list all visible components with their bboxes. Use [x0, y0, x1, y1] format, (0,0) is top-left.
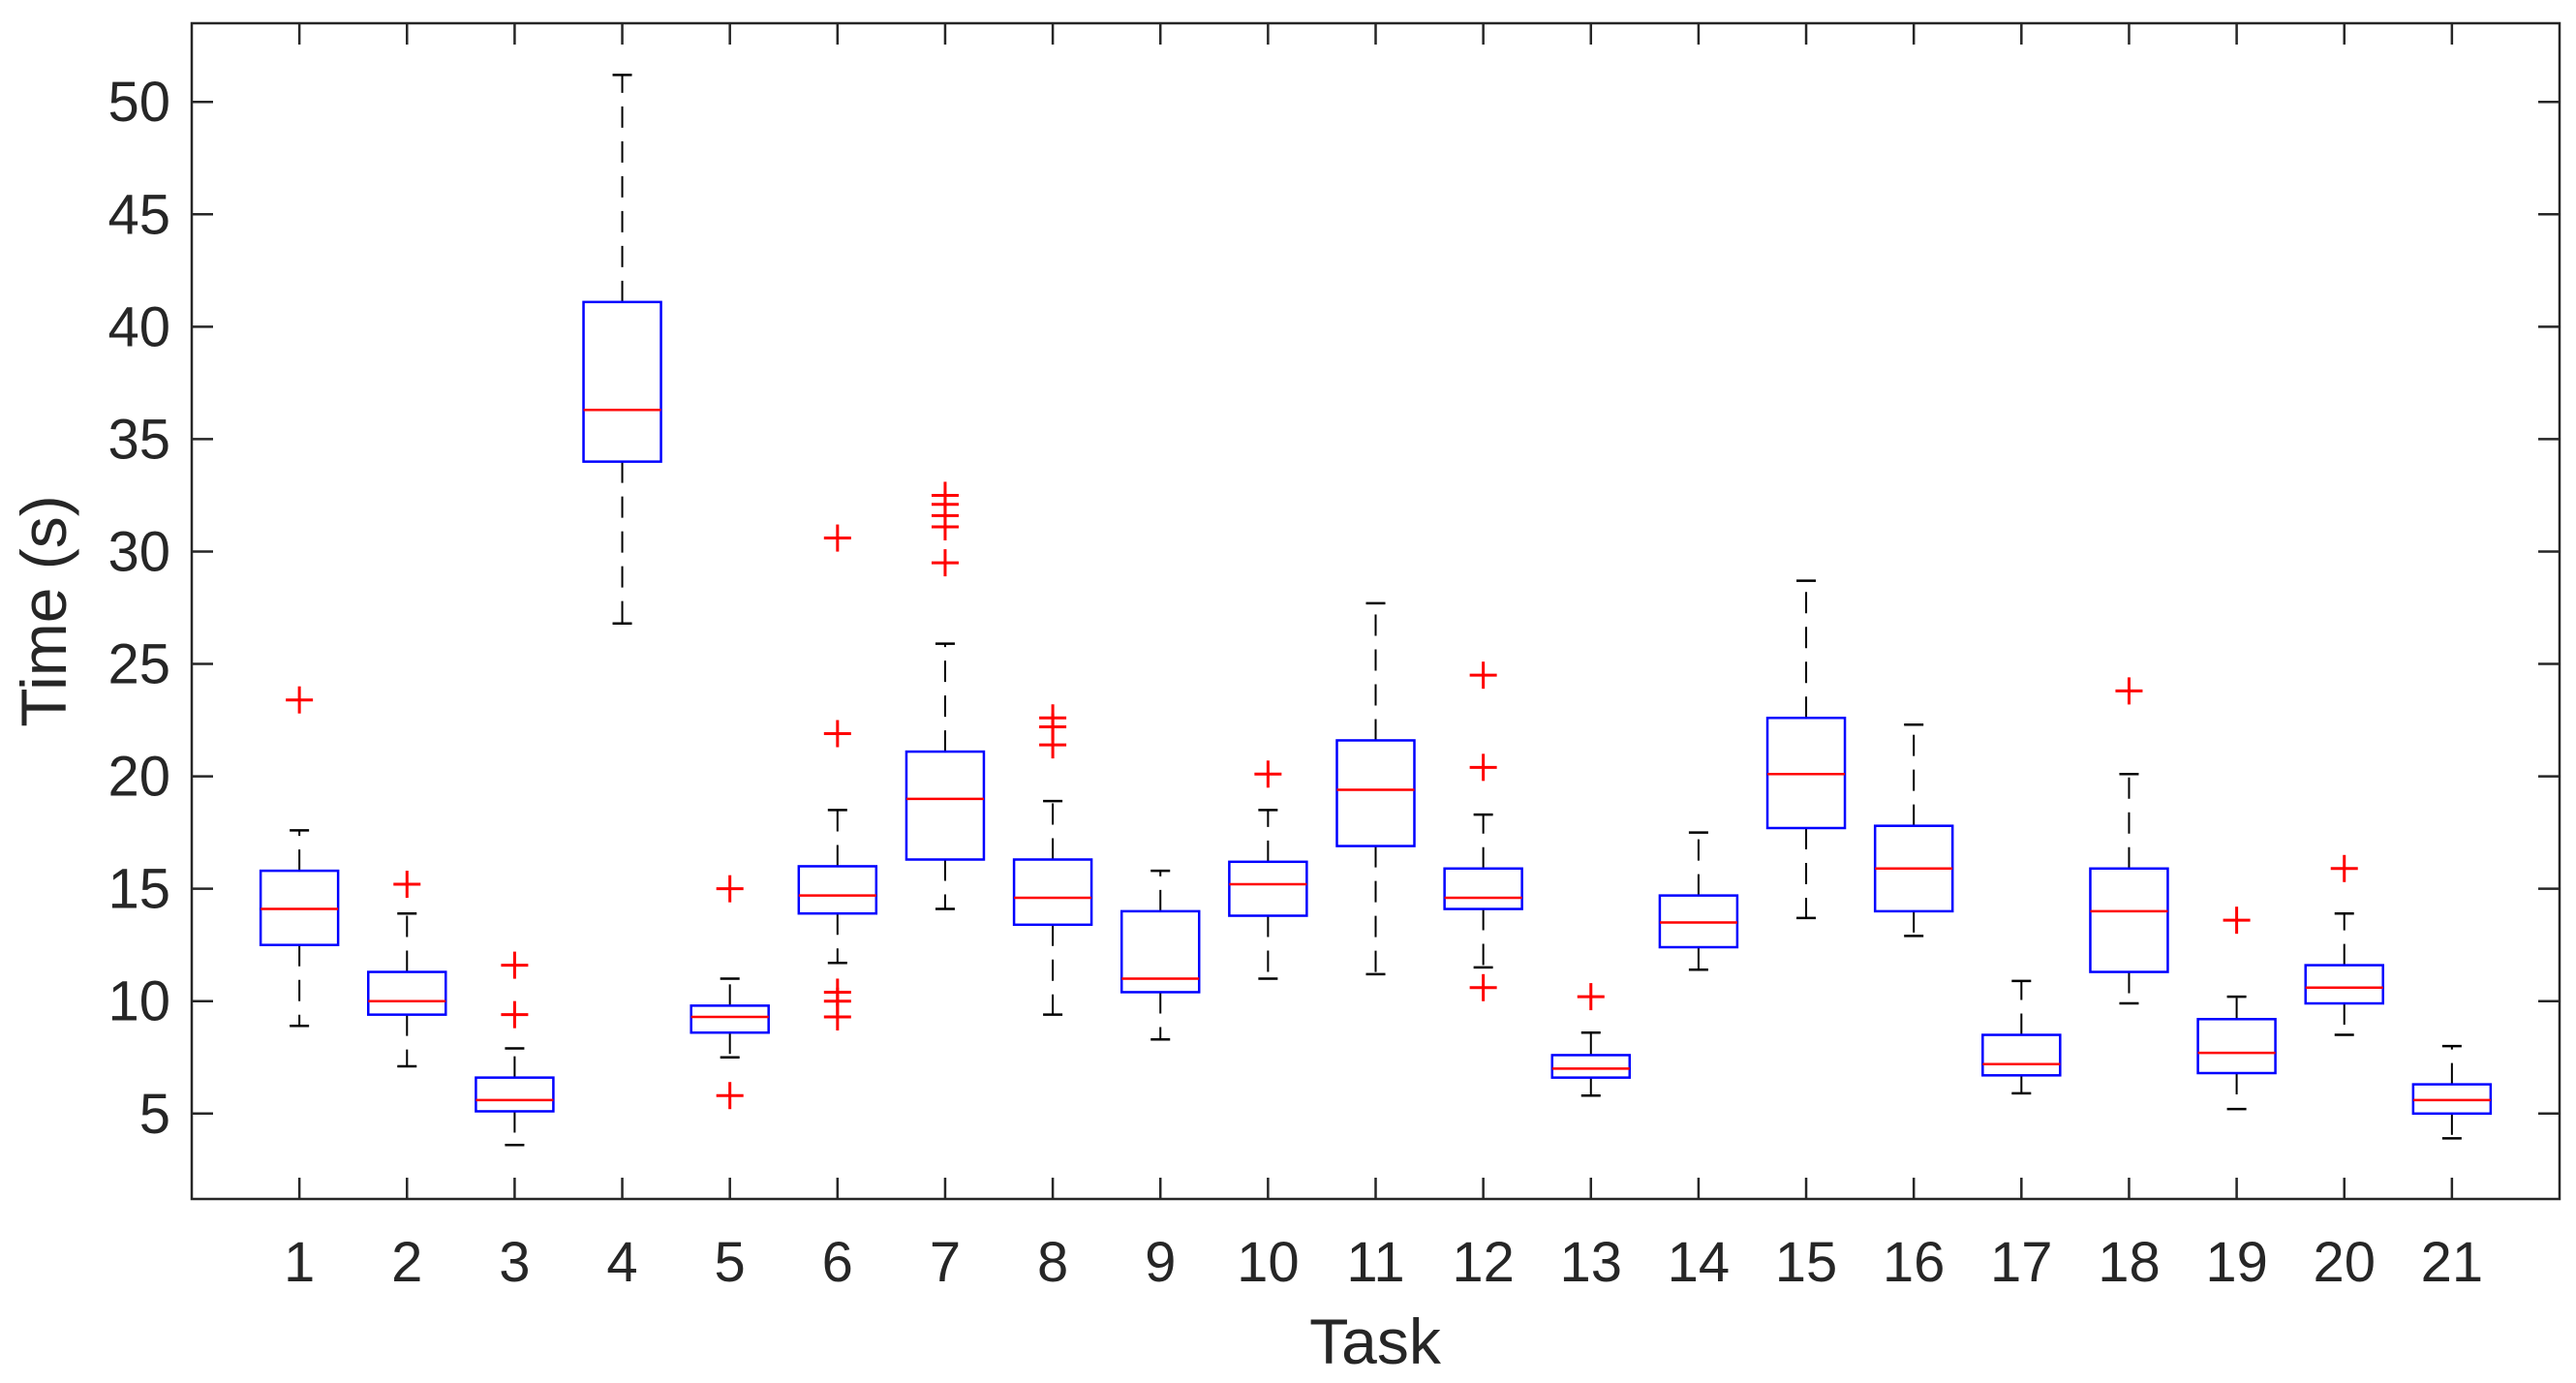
box-task-11	[1335, 601, 1416, 976]
x-tick-label: 9	[1145, 1231, 1176, 1294]
box-task-20	[2304, 854, 2384, 1036]
y-tick-label: 30	[107, 520, 170, 583]
outlier-marker	[2223, 907, 2251, 935]
x-tick-label: 11	[1346, 1231, 1404, 1294]
y-axis-ticks: 5 10 15 20 25 30 35 40 45 50	[107, 71, 2560, 1146]
box-task-9	[1119, 869, 1201, 1041]
iqr-box	[1012, 858, 1093, 927]
iqr-box	[2304, 964, 2384, 1005]
outlier-marker	[931, 549, 959, 577]
outlier-marker	[1469, 973, 1497, 1001]
x-tick-label: 16	[1883, 1231, 1946, 1294]
x-tick-label: 7	[930, 1231, 961, 1294]
box-task-15	[1765, 579, 1847, 920]
x-tick-label: 17	[1990, 1231, 2053, 1294]
box-series	[259, 74, 2493, 1147]
y-tick-label: 40	[107, 295, 170, 358]
outlier-marker	[501, 1000, 529, 1029]
box-task-17	[1981, 979, 2062, 1095]
box-task-2	[367, 871, 447, 1068]
box-task-13	[1550, 983, 1632, 1097]
iqr-box	[367, 970, 447, 1016]
box-task-7	[905, 481, 986, 910]
x-tick-label: 4	[606, 1231, 637, 1294]
iqr-box	[1550, 1054, 1632, 1079]
box-task-19	[2196, 907, 2277, 1111]
x-tick-label: 8	[1037, 1231, 1068, 1294]
box-task-18	[2089, 677, 2169, 1005]
outlier-marker	[2330, 854, 2358, 882]
iqr-box	[1981, 1033, 2062, 1077]
iqr-box	[1228, 860, 1308, 917]
iqr-box	[2196, 1018, 2277, 1075]
outlier-marker	[1254, 760, 1282, 788]
box-task-10	[1228, 760, 1308, 980]
outlier-marker	[716, 875, 744, 903]
y-axis-label: Time (s)	[8, 495, 79, 727]
box-task-1	[259, 686, 340, 1028]
y-tick-label: 5	[139, 1083, 170, 1146]
iqr-box	[905, 750, 986, 861]
box-task-8	[1012, 704, 1093, 1016]
y-tick-label: 10	[107, 970, 170, 1033]
box-task-14	[1658, 831, 1739, 971]
outlier-marker	[1469, 753, 1497, 782]
iqr-box	[690, 1004, 770, 1034]
box-task-3	[475, 951, 555, 1147]
x-tick-label: 3	[499, 1231, 530, 1294]
outlier-marker	[393, 871, 421, 899]
x-axis-ticks: 1 2 3 4 5 6 7 8 9 10 11 12 13 14 15 16 17 18 19 20 21	[284, 23, 2483, 1294]
plot-area	[190, 21, 2561, 1201]
y-tick-label: 35	[107, 408, 170, 471]
x-tick-label: 14	[1668, 1231, 1731, 1294]
outlier-marker	[286, 686, 314, 714]
x-tick-label: 20	[2313, 1231, 2376, 1294]
iqr-box	[1119, 909, 1201, 994]
iqr-box	[2089, 867, 2169, 973]
x-tick-label: 18	[2098, 1231, 2161, 1294]
box-task-16	[1873, 722, 1954, 937]
x-tick-label: 19	[2205, 1231, 2268, 1294]
iqr-box	[797, 865, 878, 915]
outlier-marker	[931, 481, 959, 509]
x-tick-label: 13	[1560, 1231, 1623, 1294]
iqr-box	[1443, 867, 1523, 910]
y-tick-label: 45	[107, 183, 170, 246]
y-tick-label: 20	[107, 746, 170, 809]
x-tick-label: 2	[391, 1231, 422, 1294]
x-tick-label: 15	[1775, 1231, 1838, 1294]
box-task-5	[690, 875, 770, 1110]
iqr-box	[1335, 739, 1416, 847]
outlier-marker	[1039, 704, 1067, 732]
box-task-12	[1443, 661, 1523, 1001]
y-tick-label: 50	[107, 71, 170, 134]
outlier-marker	[2115, 677, 2143, 705]
outlier-marker	[1577, 983, 1605, 1011]
y-tick-label: 25	[107, 633, 170, 696]
x-tick-label: 5	[715, 1231, 746, 1294]
outlier-marker	[716, 1082, 744, 1110]
x-axis-label: Task	[1309, 1306, 1442, 1377]
outlier-marker	[1469, 661, 1497, 690]
y-tick-label: 15	[107, 858, 170, 921]
box-task-4	[582, 74, 662, 626]
outlier-marker	[501, 951, 529, 979]
outlier-marker	[823, 978, 851, 1006]
x-tick-label: 1	[284, 1231, 315, 1294]
iqr-box	[582, 300, 662, 463]
box-task-6	[797, 524, 878, 1030]
x-tick-label: 21	[2421, 1231, 2484, 1294]
x-tick-label: 6	[822, 1231, 853, 1294]
box-task-21	[2411, 1044, 2493, 1140]
outlier-marker	[823, 720, 851, 748]
iqr-box	[475, 1076, 555, 1113]
outlier-marker	[823, 524, 851, 552]
x-tick-label: 12	[1452, 1231, 1515, 1294]
x-tick-label: 10	[1237, 1231, 1300, 1294]
